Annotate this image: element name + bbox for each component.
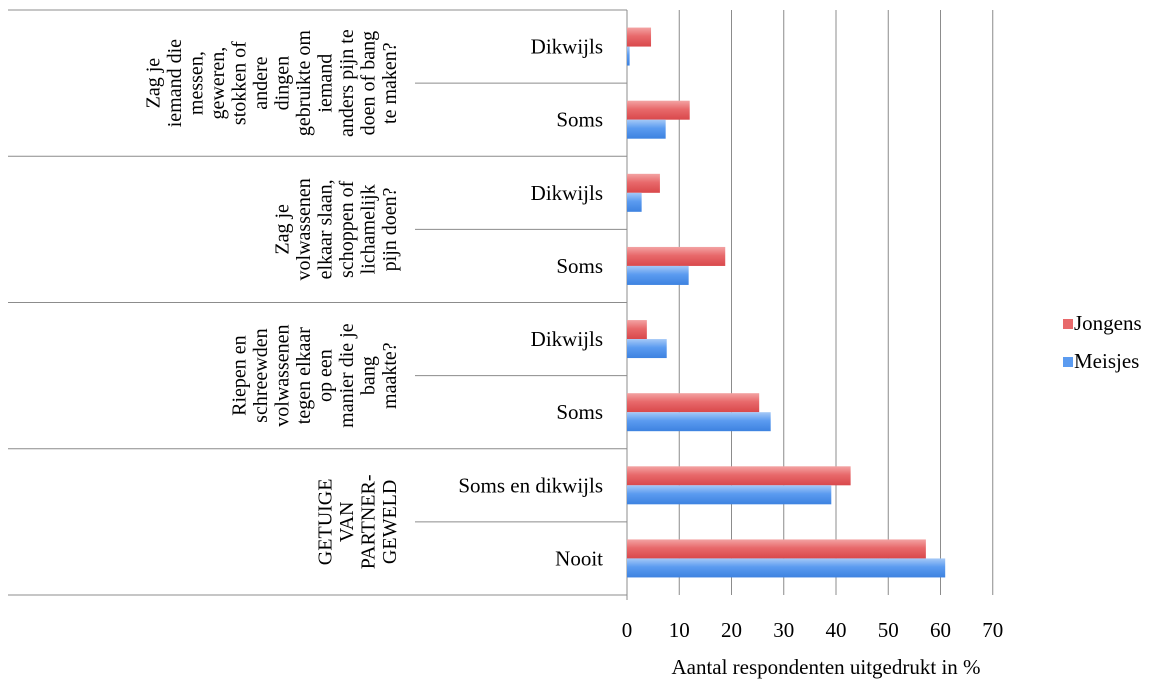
bar-jongens [627,320,647,340]
bar-jongens [627,173,660,193]
bar-jongens [627,393,760,413]
group-label-line: volwassenen [272,325,294,427]
category-label: Soms [556,400,603,424]
bar-jongens [627,466,851,486]
group-label-line: iemand die [164,39,186,127]
group-label-line: stokken of [229,41,251,125]
group-label-line: PARTNER- [358,475,380,570]
category-label: Dikwijls [531,327,603,351]
group-label-line: lichamelijk [358,184,380,274]
category-label: Nooit [555,546,603,570]
group-label-line: volwassenen [293,178,315,280]
bar-jongens [627,539,926,559]
group-label-line: andere [250,56,272,109]
bar-meisjes [627,46,630,66]
category-axis-frame [8,9,628,600]
category-label: Dikwijls [531,181,603,205]
x-tick-label: 50 [878,618,899,642]
x-tick-label: 30 [773,618,794,642]
group-label: Zag jevolwassenenelkaar slaan,schoppen o… [272,178,402,280]
x-tick-label: 0 [622,618,633,642]
legend-label: Jongens [1074,311,1142,335]
category-labels: Nooit Soms en dikwijls Soms Dikwijls Soms Dik… [458,35,603,571]
group-label-line: doen of bang [358,31,380,135]
category-label: Dikwijls [531,35,603,59]
legend-label: Meisjes [1074,349,1139,373]
group-labels: GETUIGEVANPARTNER-GEWELD Riepen enschreew… [143,29,402,569]
group-label-line: schreewden [250,328,272,422]
group-label-line: te maken? [379,42,401,124]
bar-meisjes [627,265,689,285]
bar-jongens [627,100,690,120]
bar-meisjes [627,339,667,359]
bar-meisjes [627,485,832,505]
bar-meisjes [627,192,642,212]
category-label: Soms [556,108,603,132]
group-label-line: messen, [186,51,208,115]
group-label-line: gebruikte om [293,30,315,137]
group-label-line: bang [358,356,380,395]
group-label-line: iemand [315,54,337,113]
x-tick-label: 20 [721,618,742,642]
x-tick-label: 70 [982,618,1003,642]
group-label-line: dingen [272,56,294,110]
x-axis-ticks: 0 10 20 30 40 50 60 70 [622,618,1004,642]
group-label-line: Zag je [143,58,165,109]
x-tick-label: 60 [930,618,951,642]
group-label-line: GETUIGE [315,479,337,566]
group-label-line: GEWELD [379,480,401,564]
group-label-line: VAN [336,501,358,542]
category-label: Soms en dikwijls [458,473,603,497]
bar-jongens [627,27,652,47]
group-label-line: schoppen of [336,180,358,278]
group-label-line: geweren, [207,47,229,120]
bar-meisjes [627,412,771,432]
gridlines [678,10,994,595]
group-label: Zag jeiemand diemessen,geweren,stokken o… [143,29,402,137]
group-label-line: manier die je [336,323,358,428]
group-label-line: maakte? [379,342,401,409]
x-axis-title: Aantal respondenten uitgedrukt in % [671,655,980,679]
group-label-line: Zag je [272,204,294,255]
category-label: Soms [556,254,603,278]
group-label: GETUIGEVANPARTNER-GEWELD [315,475,402,570]
group-label-line: op een [315,349,337,402]
group-label-line: elkaar slaan, [315,179,337,279]
legend: Jongens Meisjes [1063,311,1142,373]
legend-swatch-meisjes [1063,357,1073,367]
group-label-line: pijn doen? [379,187,401,271]
bar-meisjes [627,558,946,578]
group-label-line: tegen elkaar [293,327,315,424]
x-tick-label: 40 [826,618,847,642]
legend-swatch-jongens [1063,319,1073,329]
group-label: Riepen enschreewdenvolwassenentegen elka… [229,323,402,428]
group-label-line: Riepen en [229,335,251,416]
bars [627,27,946,578]
bar-jongens [627,246,726,266]
x-tick-label: 10 [669,618,690,642]
group-label-line: anders pijn te [336,29,358,137]
bar-meisjes [627,119,666,139]
